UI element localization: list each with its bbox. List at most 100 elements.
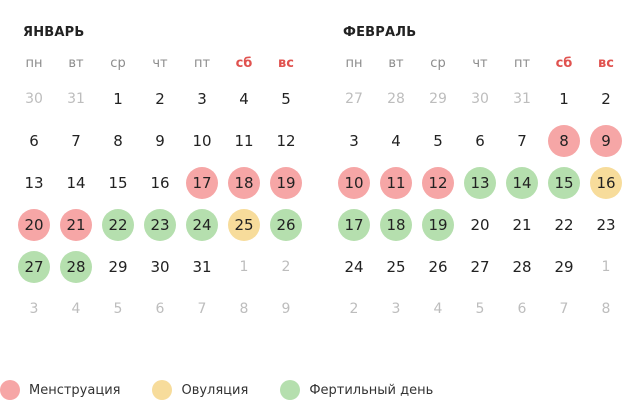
- day-cell-adjacent-month[interactable]: 8: [585, 288, 627, 330]
- day-cell[interactable]: 3: [333, 120, 375, 162]
- day-cell-adjacent-month[interactable]: 29: [417, 78, 459, 120]
- day-cell[interactable]: 15: [543, 162, 585, 204]
- day-grid: 27 28 29 30 31 1 2 3 4 5 6 7 8 9 10 11 12 13 14 15 16 17 18 19 2…: [333, 78, 623, 330]
- day-cell[interactable]: 29: [97, 246, 139, 288]
- day-cell[interactable]: 20: [459, 204, 501, 246]
- day-cell-adjacent-month[interactable]: 8: [223, 288, 265, 330]
- day-cell[interactable]: 6: [13, 120, 55, 162]
- day-cell[interactable]: 25: [223, 204, 265, 246]
- day-number-fertile: 17: [338, 209, 370, 241]
- day-cell[interactable]: 13: [459, 162, 501, 204]
- day-cell[interactable]: 24: [333, 246, 375, 288]
- day-cell[interactable]: 8: [97, 120, 139, 162]
- day-cell[interactable]: 27: [13, 246, 55, 288]
- day-cell[interactable]: 7: [55, 120, 97, 162]
- day-cell-adjacent-month[interactable]: 5: [459, 288, 501, 330]
- day-number: 13: [24, 174, 44, 192]
- day-cell-adjacent-month[interactable]: 28: [375, 78, 417, 120]
- weekday-label: пн: [25, 55, 43, 71]
- day-number-fertile: 14: [506, 167, 538, 199]
- day-cell-adjacent-month[interactable]: 31: [501, 78, 543, 120]
- day-cell[interactable]: 7: [501, 120, 543, 162]
- day-cell-adjacent-month[interactable]: 27: [333, 78, 375, 120]
- day-cell[interactable]: 27: [459, 246, 501, 288]
- day-cell[interactable]: 17: [181, 162, 223, 204]
- day-cell[interactable]: 4: [375, 120, 417, 162]
- day-cell[interactable]: 1: [543, 78, 585, 120]
- day-cell[interactable]: 13: [13, 162, 55, 204]
- day-cell[interactable]: 30: [139, 246, 181, 288]
- day-number: 7: [559, 301, 569, 317]
- day-cell[interactable]: 16: [139, 162, 181, 204]
- day-cell[interactable]: 31: [181, 246, 223, 288]
- day-cell[interactable]: 3: [181, 78, 223, 120]
- day-cell[interactable]: 8: [543, 120, 585, 162]
- day-cell-adjacent-month[interactable]: 1: [223, 246, 265, 288]
- day-cell[interactable]: 22: [97, 204, 139, 246]
- day-cell-adjacent-month[interactable]: 9: [265, 288, 307, 330]
- day-cell-adjacent-month[interactable]: 6: [501, 288, 543, 330]
- day-cell[interactable]: 26: [265, 204, 307, 246]
- day-cell[interactable]: 29: [543, 246, 585, 288]
- day-cell[interactable]: 2: [139, 78, 181, 120]
- day-cell[interactable]: 22: [543, 204, 585, 246]
- day-cell[interactable]: 26: [417, 246, 459, 288]
- day-cell[interactable]: 16: [585, 162, 627, 204]
- day-cell[interactable]: 1: [97, 78, 139, 120]
- day-cell[interactable]: 6: [459, 120, 501, 162]
- day-cell-adjacent-month[interactable]: 4: [55, 288, 97, 330]
- day-cell-adjacent-month[interactable]: 4: [417, 288, 459, 330]
- weekday-label: пт: [513, 55, 531, 71]
- weekday-label: пт: [193, 55, 211, 71]
- day-number: 9: [155, 132, 165, 150]
- day-cell[interactable]: 23: [139, 204, 181, 246]
- day-cell[interactable]: 5: [417, 120, 459, 162]
- day-cell-adjacent-month[interactable]: 31: [55, 78, 97, 120]
- day-cell-adjacent-month[interactable]: 7: [543, 288, 585, 330]
- day-cell[interactable]: 20: [13, 204, 55, 246]
- day-cell[interactable]: 14: [501, 162, 543, 204]
- day-cell[interactable]: 12: [417, 162, 459, 204]
- day-number: 1: [113, 90, 123, 108]
- day-cell[interactable]: 28: [55, 246, 97, 288]
- day-cell-adjacent-month[interactable]: 5: [97, 288, 139, 330]
- day-cell[interactable]: 9: [139, 120, 181, 162]
- day-cell[interactable]: 10: [333, 162, 375, 204]
- day-number-fertile: 18: [380, 209, 412, 241]
- day-cell[interactable]: 9: [585, 120, 627, 162]
- day-cell-adjacent-month[interactable]: 2: [333, 288, 375, 330]
- day-cell[interactable]: 5: [265, 78, 307, 120]
- day-cell-adjacent-month[interactable]: 1: [585, 246, 627, 288]
- day-cell[interactable]: 23: [585, 204, 627, 246]
- day-cell[interactable]: 4: [223, 78, 265, 120]
- month-title: ФЕВРАЛЬ: [343, 25, 417, 40]
- day-cell[interactable]: 19: [265, 162, 307, 204]
- day-cell[interactable]: 18: [375, 204, 417, 246]
- day-cell-adjacent-month[interactable]: 3: [13, 288, 55, 330]
- day-cell[interactable]: 21: [501, 204, 543, 246]
- day-cell[interactable]: 28: [501, 246, 543, 288]
- day-cell[interactable]: 15: [97, 162, 139, 204]
- day-cell-adjacent-month[interactable]: 7: [181, 288, 223, 330]
- day-cell[interactable]: 10: [181, 120, 223, 162]
- day-cell[interactable]: 25: [375, 246, 417, 288]
- day-cell[interactable]: 24: [181, 204, 223, 246]
- day-number: 4: [391, 132, 401, 150]
- day-cell[interactable]: 12: [265, 120, 307, 162]
- day-cell-adjacent-month[interactable]: 3: [375, 288, 417, 330]
- day-cell[interactable]: 17: [333, 204, 375, 246]
- day-cell[interactable]: 11: [375, 162, 417, 204]
- day-cell[interactable]: 11: [223, 120, 265, 162]
- day-number-menstruation: 10: [338, 167, 370, 199]
- day-cell[interactable]: 21: [55, 204, 97, 246]
- day-cell[interactable]: 18: [223, 162, 265, 204]
- day-number: 7: [517, 132, 527, 150]
- day-cell[interactable]: 19: [417, 204, 459, 246]
- day-cell-adjacent-month[interactable]: 2: [265, 246, 307, 288]
- day-cell[interactable]: 2: [585, 78, 627, 120]
- day-cell[interactable]: 14: [55, 162, 97, 204]
- day-cell-adjacent-month[interactable]: 30: [459, 78, 501, 120]
- day-cell-adjacent-month[interactable]: 6: [139, 288, 181, 330]
- day-cell-adjacent-month[interactable]: 30: [13, 78, 55, 120]
- day-number: 27: [345, 91, 363, 107]
